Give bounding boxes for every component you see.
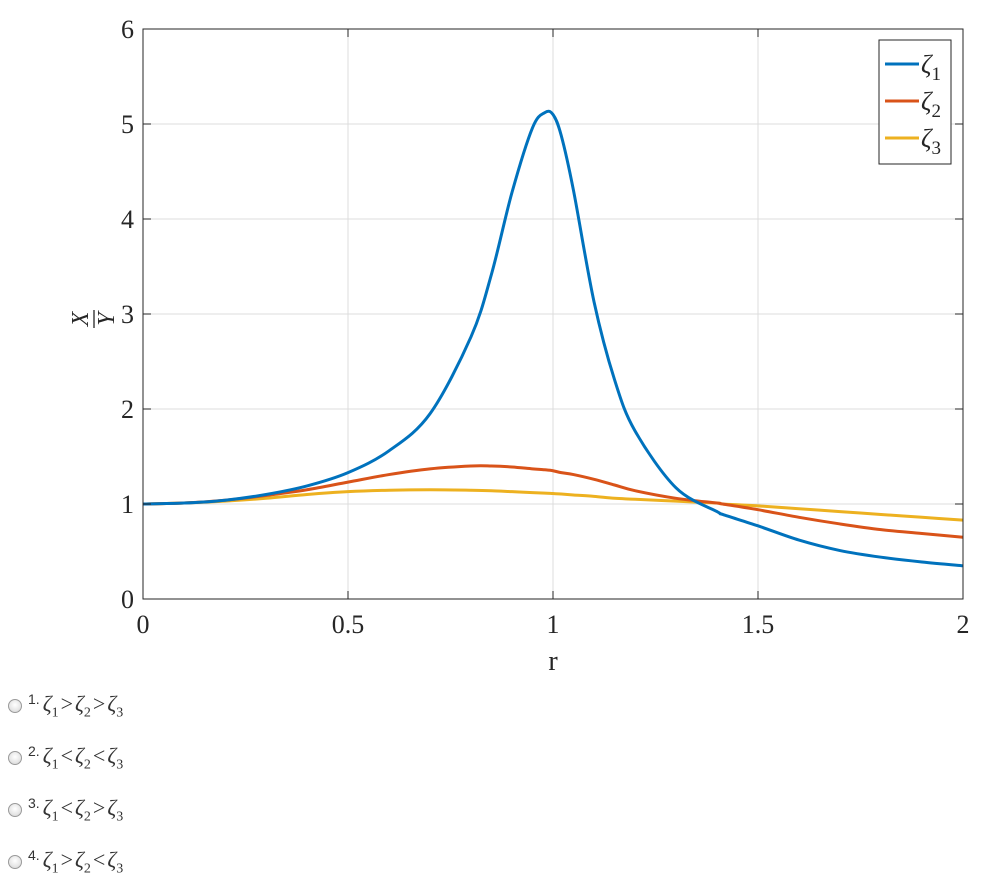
ticks (142, 28, 964, 600)
y-tick-label: 4 (121, 205, 134, 234)
option-3[interactable]: 3. ζ1<ζ2>ζ3 (8, 784, 408, 836)
x-tick-label: 2 (957, 610, 970, 639)
option-1[interactable]: 1. ζ1>ζ2>ζ3 (8, 680, 408, 732)
answer-options: 1. ζ1>ζ2>ζ3 2. ζ1<ζ2<ζ3 3. ζ1<ζ2>ζ3 4. ζ1>ζ2<ζ3 (8, 680, 408, 888)
radio-button[interactable] (8, 699, 22, 713)
option-expression: ζ1<ζ2>ζ3 (42, 794, 124, 825)
x-axis-label: r (548, 646, 558, 677)
series-layer (142, 109, 964, 568)
legend-label-3: ζ3 (921, 124, 941, 159)
y-tick-label: 5 (121, 110, 134, 139)
x-tick-label: 0.5 (332, 610, 365, 639)
y-axis-label: X Y (68, 310, 120, 328)
radio-button[interactable] (8, 803, 22, 817)
option-number: 2. (28, 743, 40, 759)
x-tick-label: 1 (547, 610, 560, 639)
grid (143, 29, 963, 599)
legend-label-1: ζ1 (921, 50, 941, 85)
y-tick-label: 3 (121, 300, 134, 329)
x-tick-label: 1.5 (742, 610, 775, 639)
option-number: 3. (28, 795, 40, 811)
option-number: 4. (28, 847, 40, 863)
option-2[interactable]: 2. ζ1<ζ2<ζ3 (8, 732, 408, 784)
series-line-1 (142, 109, 964, 568)
legend-label-2: ζ2 (921, 87, 941, 122)
option-4[interactable]: 4. ζ1>ζ2<ζ3 (8, 836, 408, 888)
option-number: 1. (28, 691, 40, 707)
x-tick-label: 0 (137, 610, 150, 639)
option-expression: ζ1>ζ2>ζ3 (42, 690, 124, 721)
y-tick-label: 6 (121, 15, 134, 44)
y-axis-label-denominator: Y (94, 310, 120, 326)
y-tick-label: 1 (121, 490, 134, 519)
y-tick-label: 2 (121, 395, 134, 424)
radio-button[interactable] (8, 751, 22, 765)
option-expression: ζ1<ζ2<ζ3 (42, 742, 124, 773)
y-axis-label-numerator: X (68, 310, 94, 327)
series-line-2 (142, 464, 964, 539)
y-tick-label: 0 (121, 585, 134, 614)
option-expression: ζ1>ζ2<ζ3 (42, 846, 124, 877)
series-line-3 (142, 488, 964, 522)
radio-button[interactable] (8, 855, 22, 869)
tick-labels: 0 0.5 1 1.5 2 0 1 2 3 4 5 6 (121, 15, 970, 639)
